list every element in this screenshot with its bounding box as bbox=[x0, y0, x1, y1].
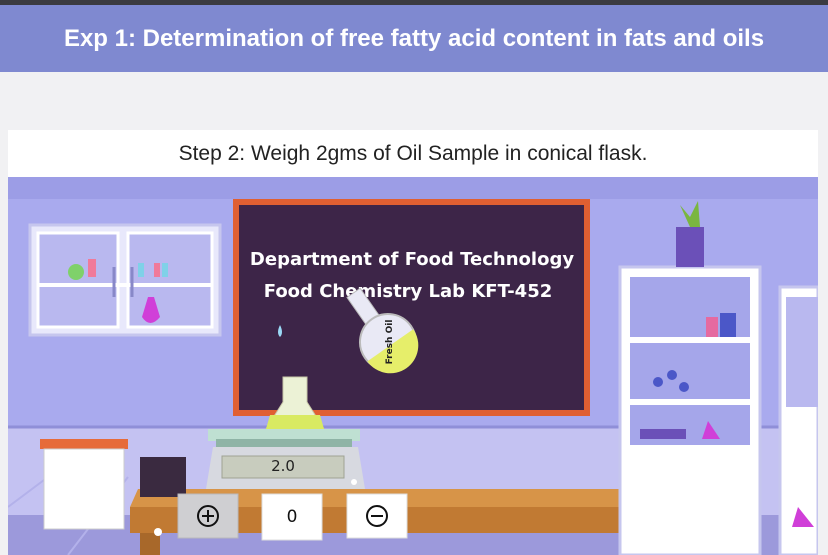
side-cabinet-part bbox=[43, 448, 125, 530]
count-box bbox=[261, 493, 323, 541]
shelf-unit bbox=[618, 201, 762, 555]
shelf-unit-part bbox=[702, 421, 720, 439]
increase-button[interactable] bbox=[177, 493, 239, 539]
shelf-unit-part bbox=[640, 429, 686, 439]
wall-cabinet-part bbox=[154, 263, 160, 277]
shelf-unit-part bbox=[680, 201, 700, 227]
scale-part bbox=[208, 429, 360, 441]
wall-cabinet-part bbox=[36, 231, 120, 329]
side-cabinet-part bbox=[140, 457, 186, 497]
wall-cabinet-part bbox=[138, 263, 144, 277]
scale-part bbox=[221, 455, 345, 479]
increase-button-part[interactable] bbox=[202, 510, 214, 522]
right-cabinet-part bbox=[786, 297, 818, 407]
blackboard-part bbox=[239, 205, 584, 410]
side-cabinet-part bbox=[40, 439, 128, 449]
decrease-button-part[interactable] bbox=[366, 505, 388, 527]
wall-cabinet-part bbox=[88, 259, 96, 277]
wall-cabinet bbox=[28, 223, 222, 337]
top-strip bbox=[0, 0, 828, 5]
board-line: Department of Food Technology bbox=[250, 249, 574, 270]
shelf-unit-part bbox=[676, 227, 704, 267]
increase-button-part[interactable] bbox=[197, 505, 219, 527]
right-cabinet-part bbox=[792, 507, 814, 527]
step-instruction: Step 2: Weigh 2gms of Oil Sample in coni… bbox=[178, 141, 648, 165]
lab-scene: Department of Food Technology Food Chemi… bbox=[8, 177, 818, 555]
decrease-button[interactable] bbox=[346, 493, 408, 539]
wall-cabinet-part bbox=[112, 267, 134, 297]
step-bar: Step 2: Weigh 2gms of Oil Sample in coni… bbox=[8, 130, 818, 177]
header-bar: Exp 1: Determination of free fatty acid … bbox=[0, 5, 828, 72]
shelf-unit-part bbox=[720, 313, 736, 337]
side-cabinet bbox=[40, 439, 186, 530]
wall-cabinet-part bbox=[126, 231, 214, 329]
shelf-unit-part bbox=[653, 377, 663, 387]
scale-display: 2.0 bbox=[271, 457, 295, 475]
scale-part bbox=[351, 479, 357, 485]
count-value: 0 bbox=[287, 507, 298, 527]
bottle-label: Fresh Oil bbox=[385, 320, 395, 365]
scale-part bbox=[216, 439, 352, 447]
shelf-unit-part bbox=[667, 370, 677, 380]
bench-part bbox=[140, 533, 160, 555]
shelf-unit-part bbox=[679, 382, 689, 392]
bench-part bbox=[154, 528, 162, 536]
shelf-unit-part bbox=[630, 343, 750, 399]
oil-bottle-part bbox=[367, 329, 419, 374]
oil-bottle: Fresh Oil bbox=[346, 287, 419, 374]
shelf-unit-part bbox=[706, 317, 718, 337]
wall-cabinet-part bbox=[68, 264, 84, 280]
blackboard bbox=[233, 199, 590, 416]
experiment-panel: Step 2: Weigh 2gms of Oil Sample in coni… bbox=[8, 130, 818, 555]
wall-cabinet-part bbox=[162, 263, 168, 277]
room-part bbox=[8, 177, 818, 199]
board-line: Food Chemistry Lab KFT-452 bbox=[264, 281, 553, 302]
header-title: Exp 1: Determination of free fatty acid … bbox=[63, 24, 765, 52]
oil-drop bbox=[278, 325, 282, 337]
wall-cabinet-part bbox=[142, 297, 160, 323]
right-cabinet bbox=[778, 285, 818, 555]
scale bbox=[206, 376, 365, 489]
